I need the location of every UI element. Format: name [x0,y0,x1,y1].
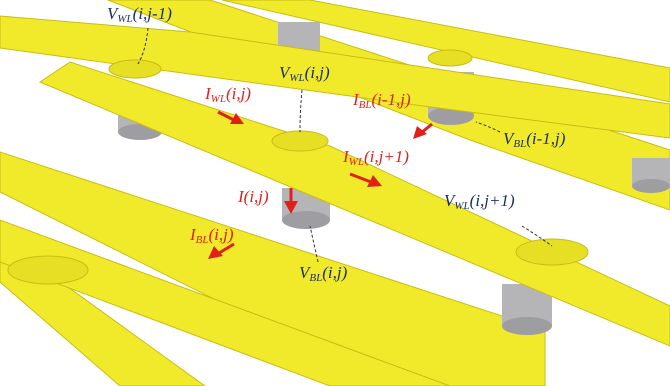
leader-wl-ij-minus1 [137,27,149,65]
current-arrows [208,110,433,259]
arrow-i-bl-ij [208,242,235,259]
pad-layer [7,49,589,285]
label-v-wl-ij: VWL(i,j) [279,63,330,84]
pad-top-right [427,49,473,67]
pad-wl-ij-minus1 [108,59,162,79]
arrow-i-ij [284,188,298,214]
label-i-ij: I(i,j) [238,187,269,206]
label-i-wl-ij-plus1: IWL(i,j+1) [343,147,409,168]
wordline-strip-top [0,15,670,139]
arrow-i-wl-ij-plus1 [349,172,382,187]
pad-lower-left [7,255,89,285]
pad-wl-ij-plus1 [515,238,589,266]
leader-wl-ij [299,89,303,133]
label-v-bl-ij: VBL(i,j) [299,263,348,284]
label-i-wl-ij: IWL(i,j) [205,84,251,105]
label-i-bl-iminus1-j: IBL(i-1,j) [353,90,411,111]
bitline-strip-middle [0,151,546,386]
pad-wl-ij [271,130,329,152]
label-i-bl-ij: IBL(i,j) [190,225,234,246]
arrow-i-bl-iminus1-j [413,122,433,139]
label-v-wl-ij-minus1: VWL(i,j-1) [107,4,172,25]
label-v-bl-iminus1-j: VBL(i-1,j) [503,129,566,150]
leader-lines [137,27,553,263]
pillar-right-edge [632,158,670,193]
leader-bl-iminus1-j [475,121,501,133]
wordline-strip-lower [0,219,451,386]
wordline-layer [0,15,670,386]
label-v-wl-ij-plus1: VWL(i,j+1) [444,191,515,212]
arrow-i-wl-ij [217,110,244,124]
